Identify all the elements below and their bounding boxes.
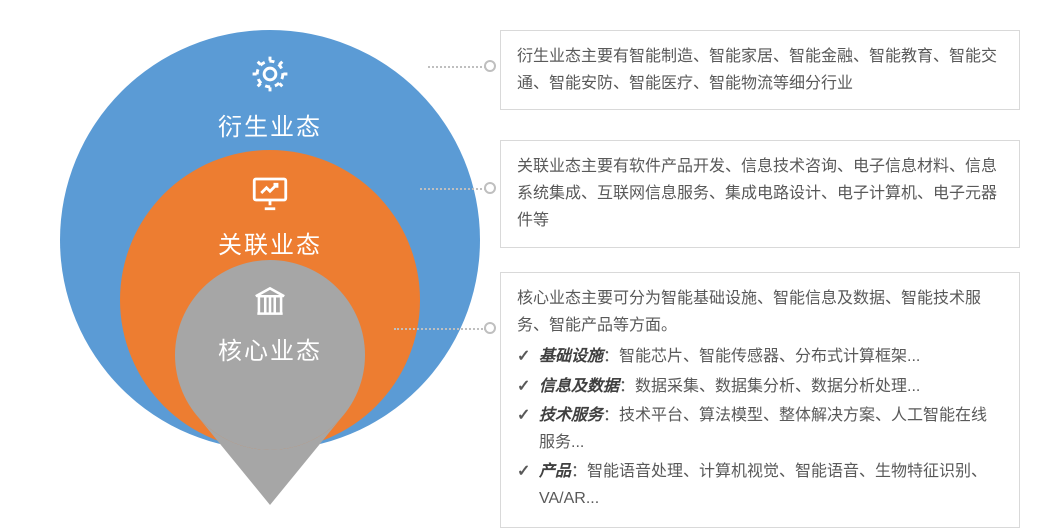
connector-dot-inner <box>484 322 496 334</box>
info-box-middle: 关联业态主要有软件产品开发、信息技术咨询、电子信息材料、信息系统集成、互联网信息… <box>500 140 1020 248</box>
bullet-title: 技术服务 <box>539 407 603 424</box>
bullet-item: 产品：智能语音处理、计算机视觉、智能语音、生物特征识别、VA/AR... <box>517 458 1003 512</box>
connector-dot-outer <box>484 60 496 72</box>
info-box-inner-bullets: 基础设施：智能芯片、智能传感器、分布式计算框架... 信息及数据：数据采集、数据… <box>517 343 1003 512</box>
nested-circle-diagram: 衍生业态 关联业态 核心业态 <box>30 10 460 500</box>
bullet-text: ：数据采集、数据集分析、数据分析处理... <box>619 378 920 395</box>
bullet-item: 信息及数据：数据采集、数据集分析、数据分析处理... <box>517 373 1003 400</box>
connector-inner <box>394 328 486 330</box>
teardrop-tip <box>30 10 490 510</box>
bullet-text: ：技术平台、算法模型、整体解决方案、人工智能在线服务... <box>539 407 987 451</box>
info-box-middle-text: 关联业态主要有软件产品开发、信息技术咨询、电子信息材料、信息系统集成、互联网信息… <box>517 158 997 229</box>
connector-dot-middle <box>484 182 496 194</box>
info-box-inner-intro: 核心业态主要可分为智能基础设施、智能信息及数据、智能技术服务、智能产品等方面。 <box>517 285 1003 339</box>
info-box-outer-text: 衍生业态主要有智能制造、智能家居、智能金融、智能教育、智能交通、智能安防、智能医… <box>517 48 997 92</box>
bullet-title: 产品 <box>539 463 571 480</box>
bullet-title: 基础设施 <box>539 348 603 365</box>
bullet-text: ：智能芯片、智能传感器、分布式计算框架... <box>603 348 920 365</box>
bullet-title: 信息及数据 <box>539 378 619 395</box>
bullet-item: 技术服务：技术平台、算法模型、整体解决方案、人工智能在线服务... <box>517 402 1003 456</box>
connector-outer <box>428 66 486 68</box>
info-box-outer: 衍生业态主要有智能制造、智能家居、智能金融、智能教育、智能交通、智能安防、智能医… <box>500 30 1020 110</box>
bullet-text: ：智能语音处理、计算机视觉、智能语音、生物特征识别、VA/AR... <box>539 463 987 507</box>
info-box-inner: 核心业态主要可分为智能基础设施、智能信息及数据、智能技术服务、智能产品等方面。 … <box>500 272 1020 528</box>
bullet-item: 基础设施：智能芯片、智能传感器、分布式计算框架... <box>517 343 1003 370</box>
connector-middle <box>420 188 486 190</box>
